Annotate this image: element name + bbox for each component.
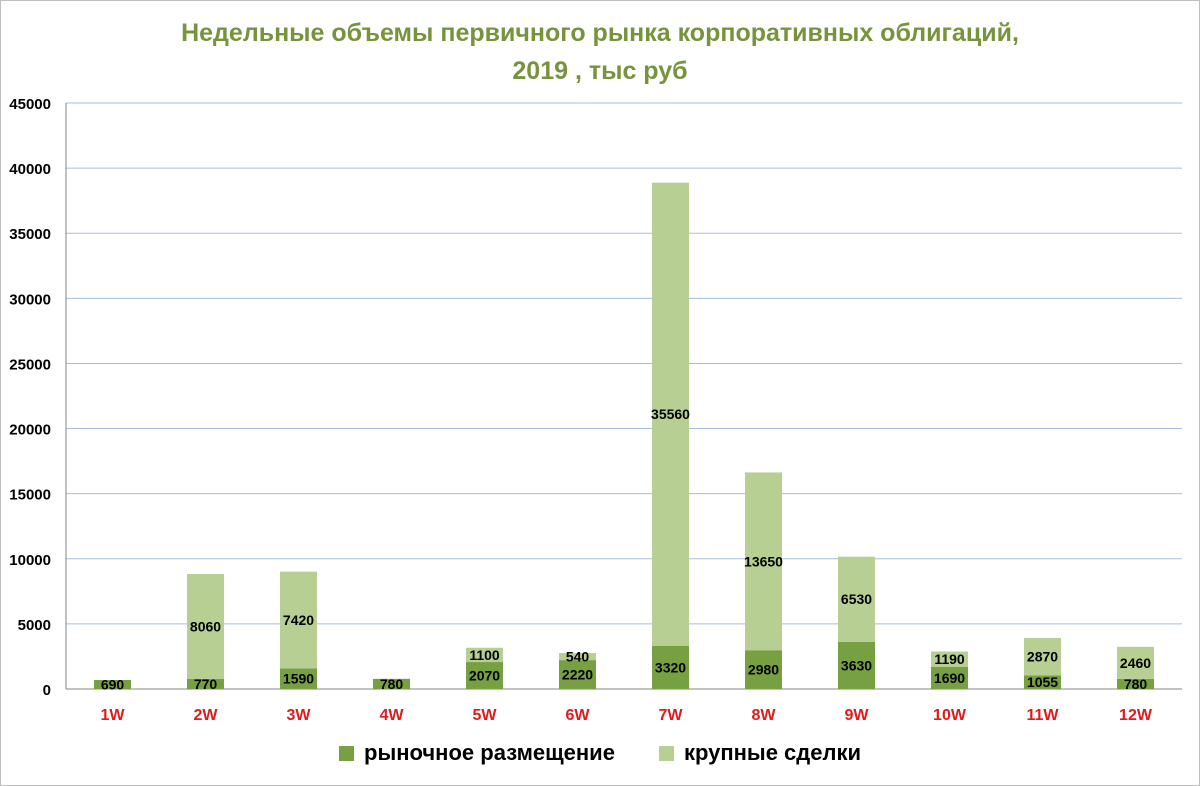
data-label: 35560 [651, 406, 690, 422]
data-label: 1590 [283, 671, 314, 687]
legend-swatch-large [658, 745, 674, 761]
y-tick-label: 0 [43, 682, 51, 699]
data-label: 770 [194, 676, 218, 692]
bar-segment-large [466, 647, 503, 663]
data-label: 3630 [841, 657, 872, 673]
y-tick-label: 40000 [9, 161, 51, 178]
y-tick-label: 30000 [9, 291, 51, 308]
data-label: 2460 [1120, 655, 1151, 671]
y-tick-label: 45000 [9, 96, 51, 113]
bar-segment-large [1117, 646, 1154, 679]
data-label: 3320 [655, 659, 686, 675]
y-tick-label: 35000 [9, 226, 51, 243]
legend-item-large: крупные сделки [658, 740, 861, 766]
bar-segment-market [931, 666, 968, 689]
legend-swatch-market [339, 745, 354, 761]
x-tick-label: 8W [752, 707, 777, 724]
chart-title: Недельные объемы первичного рынка корпор… [0, 14, 1200, 90]
bar-segment-market [187, 678, 224, 689]
bar-segment-large [187, 574, 224, 679]
data-label: 13650 [744, 553, 783, 569]
data-label: 2980 [748, 662, 779, 678]
bar-segment-market [94, 680, 131, 689]
bar-segment-large [838, 556, 875, 642]
x-tick-label: 2W [194, 707, 219, 724]
bar-segment-large [280, 571, 317, 669]
x-tick-label: 4W [380, 707, 405, 724]
x-tick-label: 12W [1119, 707, 1153, 724]
chart-title-line-2: 2019 , тыс руб [512, 57, 688, 85]
bar-segment-market [280, 668, 317, 689]
legend-label-large: крупные сделки [683, 740, 861, 765]
x-tick-label: 10W [933, 707, 967, 724]
bar-segment-market [838, 641, 875, 689]
data-label: 8060 [190, 618, 221, 634]
bar-segment-market [1024, 675, 1061, 689]
y-tick-label: 25000 [9, 356, 51, 373]
data-label: 1100 [469, 647, 500, 663]
data-label: 1190 [934, 651, 965, 667]
bar-segment-large [559, 653, 596, 661]
y-tick-label: 15000 [9, 487, 51, 504]
x-tick-label: 3W [287, 707, 312, 724]
data-label: 780 [380, 676, 404, 692]
x-tick-label: 11W [1026, 707, 1059, 724]
legend-label-market: рыночное размещение [364, 740, 615, 765]
bar-segment-large [1024, 637, 1061, 676]
x-tick-label: 6W [566, 707, 591, 724]
data-label: 1055 [1027, 674, 1058, 690]
data-label: 780 [1124, 676, 1148, 692]
data-label: 2870 [1027, 649, 1058, 665]
bar-segment-large [745, 472, 782, 651]
data-label: 6530 [841, 591, 872, 607]
bar-segment-market [745, 650, 782, 689]
y-tick-label: 20000 [9, 422, 51, 439]
chart-title-line-1: Недельные объемы первичного рынка корпор… [181, 19, 1019, 47]
x-tick-label: 5W [473, 707, 498, 724]
data-label: 690 [101, 677, 125, 693]
data-label: 1690 [934, 670, 965, 686]
data-label: 2220 [562, 667, 593, 683]
bar-segment-market [466, 662, 503, 689]
bar-segment-market [373, 678, 410, 689]
x-tick-label: 7W [659, 707, 684, 724]
chart-legend: рыночное размещение крупные сделки [0, 740, 1200, 766]
bar-segment-market [1117, 678, 1154, 689]
bar-segment-market [559, 660, 596, 689]
legend-item-market: рыночное размещение [339, 740, 615, 766]
bar-segment-large [931, 651, 968, 667]
bar-segment-market [652, 645, 689, 689]
data-label: 7420 [283, 612, 314, 628]
data-label: 540 [566, 649, 590, 665]
y-tick-label: 5000 [18, 617, 51, 634]
data-label: 2070 [469, 668, 500, 684]
y-tick-label: 10000 [9, 552, 51, 569]
x-tick-label: 1W [101, 707, 126, 724]
x-tick-label: 9W [845, 707, 870, 724]
bar-segment-large [652, 182, 689, 646]
